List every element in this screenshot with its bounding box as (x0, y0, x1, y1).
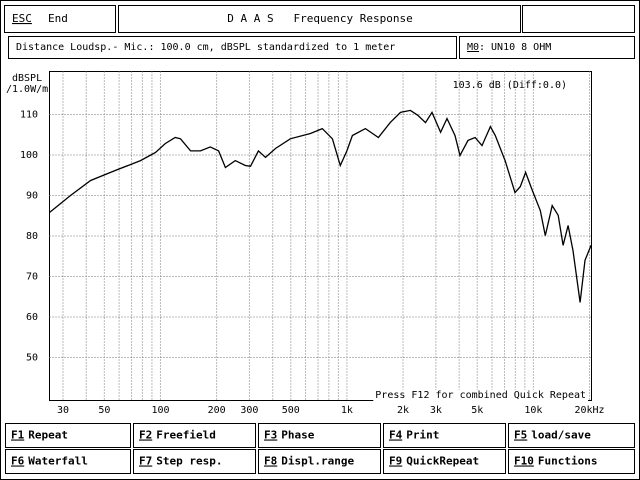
function-key-code: F10 (514, 455, 534, 468)
x-tick-label: 30 (57, 405, 69, 416)
function-key-code: F7 (139, 455, 152, 468)
x-tick-label: 5k (471, 405, 483, 416)
model-text: : UN10 8 OHM (479, 42, 551, 53)
y-tick-label: 100 (20, 150, 38, 161)
function-key-label: Repeat (28, 429, 68, 442)
function-key-label: Print (406, 429, 439, 442)
hint-background (373, 390, 588, 401)
function-key-code: F5 (514, 429, 527, 442)
escape-key: ESC (12, 12, 32, 25)
y-tick-label: 80 (26, 231, 38, 242)
level-annotation: 103.6 dB (Diff:0.0) (453, 80, 567, 91)
function-key-label: load/save (531, 429, 591, 442)
function-key-label: Displ.range (281, 455, 354, 468)
function-key-code: F1 (11, 429, 25, 442)
function-key-code: F6 (11, 455, 25, 468)
function-key[interactable] (5, 449, 131, 474)
x-tick-label: 2k (397, 405, 409, 416)
escape-box[interactable] (4, 5, 116, 33)
function-key-label: Phase (281, 429, 314, 442)
function-key-code: F2 (139, 429, 152, 442)
hint-annotation: Press F12 for combined Quick Repeat (375, 390, 586, 401)
function-key-code: F4 (389, 429, 403, 442)
function-key[interactable] (508, 423, 635, 448)
x-tick-label: 1k (341, 405, 353, 416)
y-tick-label: 90 (26, 190, 38, 201)
y-tick-label: 110 (20, 109, 38, 120)
model-box (459, 36, 635, 59)
y-tick-label: 50 (26, 353, 38, 364)
function-key[interactable] (258, 449, 381, 474)
x-tick-label: 3k (430, 405, 442, 416)
function-key[interactable] (133, 449, 256, 474)
x-tick-label: 500 (282, 405, 300, 416)
title: D A A S Frequency Response (227, 12, 412, 25)
y-tick-label: 60 (26, 312, 38, 323)
y-tick-label: 70 (26, 272, 38, 283)
function-key-label: Freefield (156, 429, 216, 442)
function-key-label: Waterfall (28, 455, 88, 468)
function-key[interactable] (133, 423, 256, 448)
y-axis-label: dBSPL (12, 73, 42, 84)
function-key[interactable] (383, 449, 506, 474)
y-axis-unit: /1.0W/m (6, 84, 48, 95)
function-key-code: F3 (264, 429, 277, 442)
function-key-code: F9 (389, 455, 402, 468)
response-curve (49, 109, 592, 303)
info-text: Distance Loudsp.- Mic.: 100.0 cm, dBSPL … (16, 42, 395, 53)
x-tick-label: 50 (98, 405, 110, 416)
function-key[interactable] (383, 423, 506, 448)
x-tick-label: 100 (151, 405, 169, 416)
x-tick-label: 200 (208, 405, 226, 416)
model-key: M0 (467, 42, 479, 53)
function-key[interactable] (258, 423, 381, 448)
function-key-label: Step resp. (156, 455, 222, 468)
x-tick-label: 20kHz (574, 405, 604, 416)
x-tick-label: 300 (240, 405, 258, 416)
title-box (118, 5, 521, 33)
function-key-label: Functions (538, 455, 598, 468)
x-tick-label: 10k (524, 405, 542, 416)
info-box (8, 36, 457, 59)
escape-label: End (48, 12, 68, 25)
function-key[interactable] (508, 449, 635, 474)
function-key-label: QuickRepeat (406, 455, 479, 468)
function-key-code: F8 (264, 455, 277, 468)
function-key[interactable] (5, 423, 131, 448)
right-box (522, 5, 635, 33)
